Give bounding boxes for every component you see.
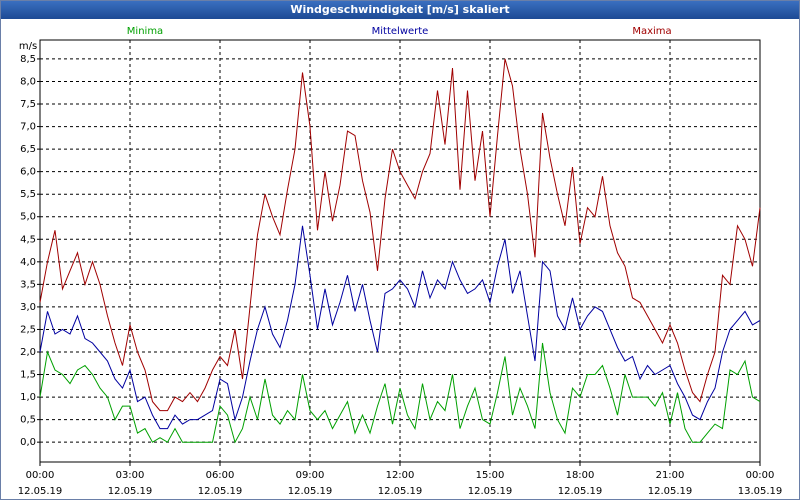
x-tick-sublabel: 13.05.19 <box>738 486 783 497</box>
y-axis-label: m/s <box>19 41 37 52</box>
series-line <box>39 58 761 412</box>
series-line <box>39 342 761 444</box>
x-tick-label: 18:00 <box>566 470 595 481</box>
y-tick-label: 3,0 <box>20 302 36 313</box>
y-tick-label: 7,0 <box>20 122 36 133</box>
x-tick-sublabel: 12.05.19 <box>18 486 63 497</box>
x-tick-sublabel: 12.05.19 <box>288 486 333 497</box>
y-tick-label: 5,5 <box>20 189 36 200</box>
y-tick-label: 1,0 <box>20 392 36 403</box>
x-tick-sublabel: 12.05.19 <box>468 486 513 497</box>
y-tick-label: 8,0 <box>20 76 36 87</box>
y-tick-label: 4,0 <box>20 257 36 268</box>
legend-entry: Maxima <box>632 26 671 37</box>
x-tick-label: 06:00 <box>206 470 235 481</box>
y-tick-label: 8,5 <box>20 54 36 65</box>
y-tick-label: 4,5 <box>20 234 36 245</box>
y-tick-label: 0,0 <box>20 437 36 448</box>
x-tick-sublabel: 12.05.19 <box>198 486 243 497</box>
chart-title: Windgeschwindigkeit [m/s] skaliert <box>290 3 509 16</box>
y-tick-label: 6,0 <box>20 167 36 178</box>
x-tick-label: 00:00 <box>26 470 55 481</box>
x-tick-label: 21:00 <box>656 470 685 481</box>
legend-entry: Minima <box>127 26 163 37</box>
y-tick-label: 6,5 <box>20 144 36 155</box>
x-tick-sublabel: 12.05.19 <box>378 486 423 497</box>
x-tick-label: 12:00 <box>386 470 415 481</box>
x-tick-label: 15:00 <box>476 470 505 481</box>
x-tick-label: 09:00 <box>296 470 325 481</box>
x-tick-label: 00:00 <box>746 470 775 481</box>
y-tick-label: 0,5 <box>20 415 36 426</box>
x-tick-sublabel: 12.05.19 <box>648 486 693 497</box>
y-tick-label: 1,5 <box>20 370 36 381</box>
x-tick-label: 03:00 <box>116 470 145 481</box>
y-tick-label: 3,5 <box>20 279 36 290</box>
legend-entry: Mittelwerte <box>372 26 429 37</box>
title-bar <box>1 1 799 19</box>
y-tick-label: 5,0 <box>20 212 36 223</box>
y-tick-label: 2,5 <box>20 324 36 335</box>
x-tick-sublabel: 12.05.19 <box>108 486 153 497</box>
x-tick-sublabel: 12.05.19 <box>558 486 603 497</box>
y-tick-label: 2,0 <box>20 347 36 358</box>
y-tick-label: 7,5 <box>20 99 36 110</box>
series-line <box>39 225 761 430</box>
